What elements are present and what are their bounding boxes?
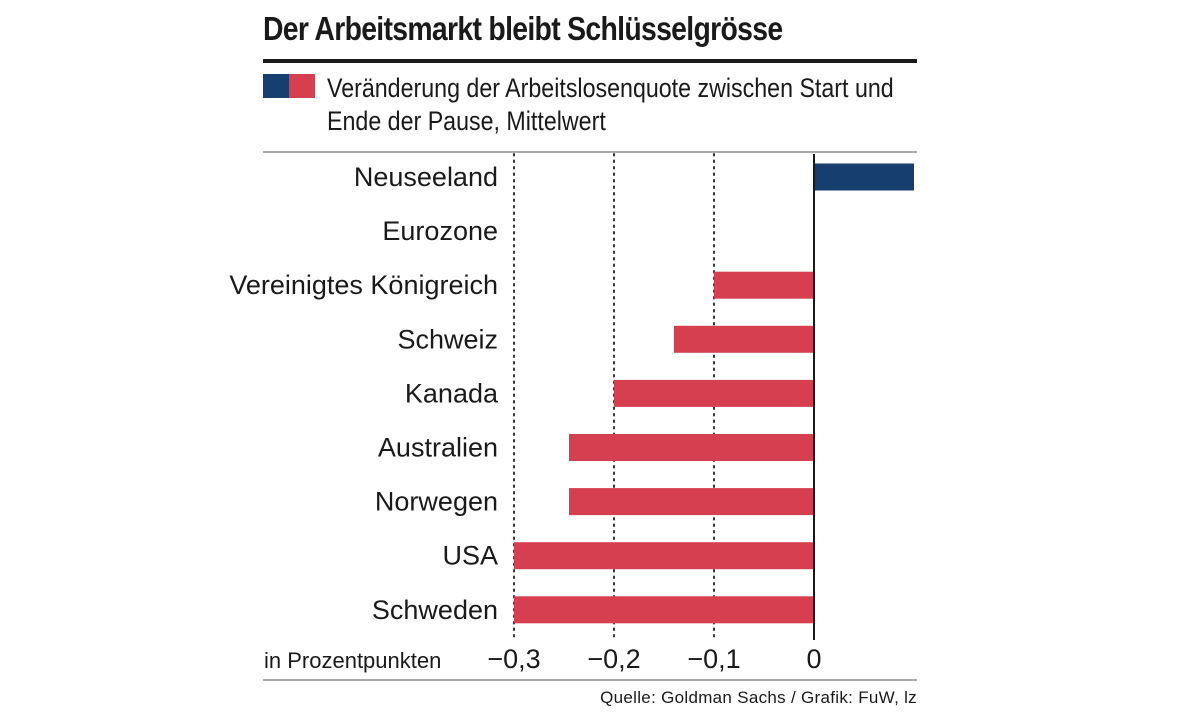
category-label: Schweden [372, 595, 498, 625]
title-rule [263, 59, 917, 63]
category-label: Australien [378, 433, 498, 463]
category-label: Eurozone [382, 216, 498, 246]
category-label: Norwegen [375, 487, 498, 517]
bar [814, 163, 914, 191]
category-label: USA [442, 541, 498, 571]
category-label: Neuseeland [354, 162, 498, 192]
x-tick-label: −0,2 [587, 644, 640, 674]
legend-swatch-positive [263, 74, 289, 98]
bar [714, 271, 814, 299]
bar [674, 325, 814, 353]
x-tick-label: 0 [806, 644, 821, 674]
x-tick-label: −0,1 [687, 644, 740, 674]
x-tick-label: −0,3 [487, 644, 540, 674]
bar [569, 434, 814, 461]
legend-swatch-negative [289, 74, 315, 98]
chart-title: Der Arbeitsmarkt bleibt Schlüsselgrösse [263, 10, 783, 47]
category-label: Schweiz [397, 324, 498, 354]
legend-text: Veränderung der Arbeitslosenquote zwisch… [327, 73, 894, 136]
category-label: Kanada [405, 378, 499, 408]
source-note: Quelle: Goldman Sachs / Grafik: FuW, lz [600, 688, 917, 707]
bar [514, 542, 814, 570]
bar [569, 488, 814, 516]
bar [514, 596, 814, 624]
x-axis-unit-label: in Prozentpunkten [264, 648, 441, 673]
category-label: Vereinigtes Königreich [229, 270, 498, 300]
legend: Veränderung der Arbeitslosenquote zwisch… [263, 72, 917, 142]
bar [614, 379, 814, 407]
